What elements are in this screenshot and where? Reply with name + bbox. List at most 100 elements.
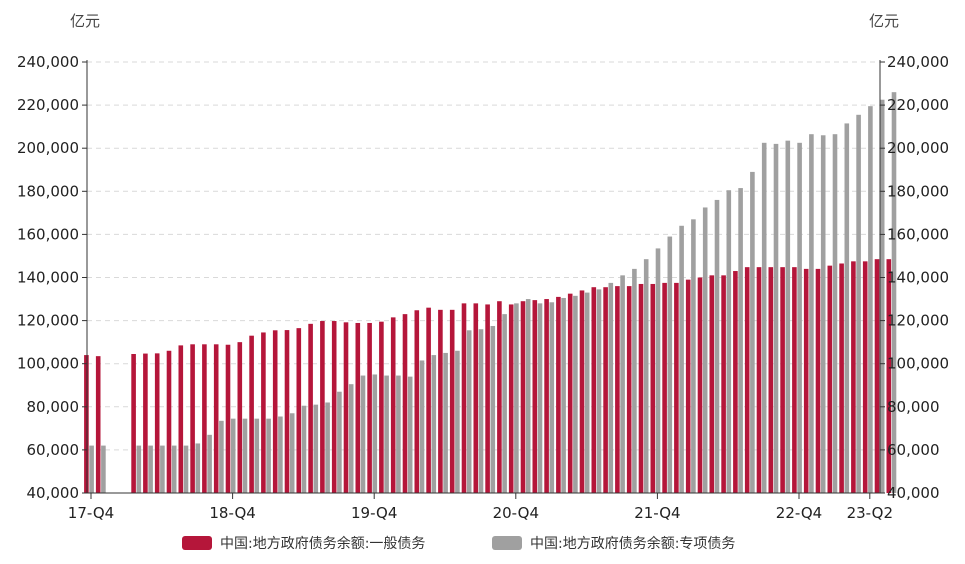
right-tick-label: 220,000	[887, 96, 949, 114]
bar-general-debt	[685, 279, 691, 493]
bar-general-debt	[178, 345, 184, 493]
bar-general-debt	[626, 286, 632, 493]
bar-general-debt	[815, 268, 821, 493]
bar-general-debt	[402, 314, 408, 493]
bar-special-debt	[738, 188, 743, 493]
bar-general-debt	[331, 321, 337, 493]
legend-swatch-general-debt	[182, 536, 212, 550]
bar-general-debt	[780, 267, 785, 493]
bar-special-debt	[608, 282, 614, 493]
bar-special-debt	[230, 418, 236, 493]
bar-special-debt	[278, 416, 283, 493]
bar-special-debt	[691, 219, 696, 493]
bar-general-debt	[485, 304, 490, 493]
left-tick-label: 200,000	[17, 139, 79, 157]
axes: 40,000 40,000 60,000 60,000 80,000 80,000 100,…	[17, 53, 949, 522]
bar-special-debt	[455, 350, 460, 493]
bar-general-debt	[426, 307, 431, 493]
right-tick-label: 120,000	[887, 312, 949, 330]
x-tick-label: 18-Q4	[209, 504, 255, 522]
bar-general-debt	[367, 322, 372, 493]
bar-special-debt	[466, 330, 472, 493]
bar-general-debt	[213, 344, 219, 493]
left-tick-label: 60,000	[27, 441, 80, 459]
bar-general-debt	[662, 282, 667, 493]
bar-special-debt	[844, 123, 850, 493]
left-tick-label: 100,000	[17, 355, 79, 373]
bar-special-debt	[254, 418, 260, 493]
bar-special-debt	[561, 297, 566, 493]
bar-special-debt	[89, 445, 94, 493]
bar-general-debt	[154, 353, 160, 493]
bar-general-debt	[520, 301, 526, 493]
right-tick-label: 40,000	[887, 484, 940, 502]
bar-special-debt	[856, 114, 861, 494]
left-tick-label: 160,000	[17, 225, 79, 243]
bar-special-debt	[643, 259, 649, 493]
bar-special-debt	[667, 236, 673, 493]
left-tick-label: 240,000	[17, 53, 79, 71]
right-tick-label: 100,000	[887, 355, 949, 373]
bar-special-debt	[171, 445, 177, 493]
bar-general-debt	[355, 322, 361, 493]
bar-general-debt	[874, 259, 880, 493]
bar-special-debt	[620, 275, 625, 493]
bar-general-debt	[508, 304, 514, 493]
bar-special-debt	[879, 99, 885, 494]
bar-special-debt	[396, 375, 401, 493]
bar-general-debt	[473, 303, 479, 493]
bar-general-debt	[803, 268, 809, 493]
x-tick-label: 20-Q4	[493, 504, 539, 522]
x-tick-label: 23-Q2	[847, 504, 893, 522]
right-tick-label: 200,000	[887, 139, 949, 157]
bar-special-debt	[419, 360, 425, 493]
bar-special-debt	[490, 325, 496, 493]
bar-general-debt	[567, 293, 573, 493]
bar-special-debt	[702, 207, 708, 493]
bar-special-debt	[101, 445, 106, 493]
bar-general-debt	[461, 303, 467, 493]
bar-special-debt	[525, 299, 531, 493]
left-tick-label: 220,000	[17, 96, 79, 114]
bar-general-debt	[756, 267, 762, 493]
bar-general-debt	[414, 310, 420, 493]
right-tick-label: 60,000	[887, 441, 940, 459]
bar-special-debt	[325, 402, 330, 493]
bars	[84, 92, 897, 494]
bar-general-debt	[95, 356, 101, 493]
bar-special-debt	[360, 375, 366, 493]
bar-special-debt	[219, 420, 224, 493]
bar-special-debt	[820, 135, 826, 493]
bar-general-debt	[343, 322, 349, 493]
legend-swatch-special-debt	[492, 536, 522, 550]
right-tick-label: 160,000	[887, 225, 949, 243]
bar-special-debt	[868, 106, 873, 494]
bar-general-debt	[556, 296, 561, 493]
bar-special-debt	[183, 445, 189, 493]
left-unit-label: 亿元	[70, 12, 100, 30]
bar-general-debt	[827, 265, 833, 493]
bar-special-debt	[632, 268, 637, 493]
bar-general-debt	[591, 287, 597, 493]
bar-special-debt	[761, 142, 767, 493]
x-tick-label: 21-Q4	[634, 504, 680, 522]
right-tick-label: 180,000	[887, 182, 949, 200]
bar-general-debt	[851, 261, 856, 493]
bar-general-debt	[272, 330, 278, 493]
left-tick-label: 80,000	[27, 398, 80, 416]
bar-general-debt	[284, 330, 290, 493]
bar-general-debt	[390, 317, 396, 493]
bar-general-debt	[379, 321, 384, 493]
bar-general-debt	[320, 321, 325, 493]
bar-general-debt	[249, 335, 254, 493]
bar-special-debt	[266, 418, 271, 493]
left-tick-label: 40,000	[27, 484, 80, 502]
x-tick-label: 19-Q4	[351, 504, 397, 522]
bar-special-debt	[891, 92, 897, 494]
bar-general-debt	[862, 261, 868, 493]
bar-special-debt	[714, 199, 720, 494]
right-tick-label: 140,000	[887, 269, 949, 287]
bar-special-debt	[301, 405, 307, 493]
